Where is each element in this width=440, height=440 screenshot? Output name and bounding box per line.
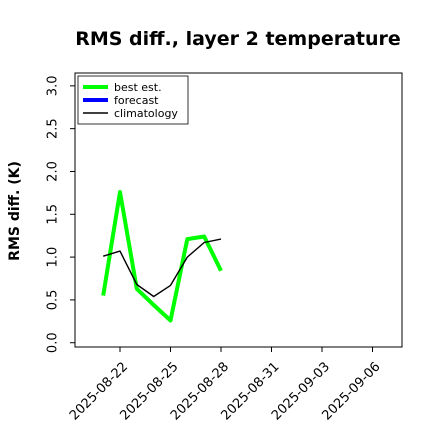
- chart-title: RMS diff., layer 2 temperature: [75, 28, 401, 50]
- y-tick-label: 0.5: [46, 290, 61, 311]
- legend-label: climatology: [114, 107, 178, 120]
- y-tick-label: 2.5: [46, 118, 61, 139]
- y-axis: 0.0 0.5 1.0 1.5 2.0 2.5 3.0: [46, 76, 75, 353]
- y-tick-label: 1.5: [46, 204, 61, 225]
- series-line-1: [101, 190, 223, 323]
- legend-label: forecast: [114, 94, 159, 107]
- y-tick-label: 2.0: [46, 161, 61, 182]
- legend-label: best est.: [114, 81, 162, 94]
- y-tick-label: 0.0: [46, 332, 61, 353]
- y-tick-label: 3.0: [46, 76, 61, 97]
- y-axis-label: RMS diff. (K): [7, 161, 23, 261]
- plot-area: [74, 72, 403, 348]
- series-line-3: [102, 238, 222, 298]
- y-tick-label: 1.0: [46, 247, 61, 268]
- x-axis: 2025-08-222025-08-252025-08-282025-08-31…: [67, 347, 384, 423]
- series-lines: [101, 190, 223, 323]
